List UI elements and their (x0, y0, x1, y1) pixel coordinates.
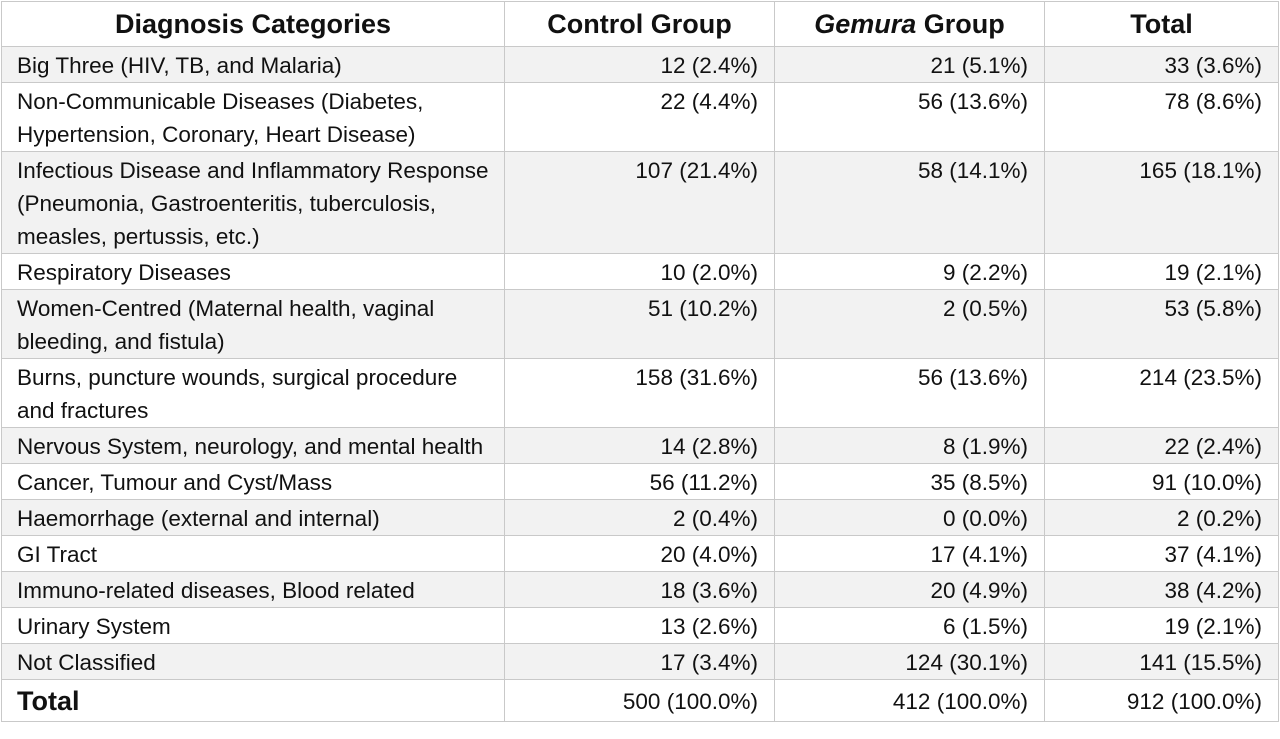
control-cell: 56 (11.2%) (504, 463, 775, 500)
gemura-cell: 9 (2.2%) (774, 253, 1045, 290)
control-cell: 12 (2.4%) (504, 46, 775, 83)
gemura-cell: 58 (14.1%) (774, 151, 1045, 254)
control-cell: 18 (3.6%) (504, 571, 775, 608)
table-row: Nervous System, neurology, and mental he… (1, 427, 1279, 464)
total-control-cell: 500 (100.0%) (504, 679, 775, 722)
gemura-cell: 56 (13.6%) (774, 82, 1045, 152)
total-cell: 37 (4.1%) (1044, 535, 1279, 572)
category-cell: Big Three (HIV, TB, and Malaria) (1, 46, 505, 83)
table-row: Burns, puncture wounds, surgical procedu… (1, 358, 1279, 428)
table-row: Infectious Disease and Inflammatory Resp… (1, 151, 1279, 254)
table-row: Cancer, Tumour and Cyst/Mass 56 (11.2%) … (1, 463, 1279, 500)
category-cell: Women-Centred (Maternal health, vaginal … (1, 289, 505, 359)
total-cell: 19 (2.1%) (1044, 607, 1279, 644)
control-cell: 2 (0.4%) (504, 499, 775, 536)
table-row: Haemorrhage (external and internal) 2 (0… (1, 499, 1279, 536)
table-row: Non-Communicable Diseases (Diabetes, Hyp… (1, 82, 1279, 152)
header-diagnosis-categories: Diagnosis Categories (1, 1, 505, 47)
total-row-label: Total (1, 679, 505, 722)
diagnosis-table: Diagnosis Categories Control Group Gemur… (1, 1, 1279, 722)
header-gemura-group: Gemura Group (774, 1, 1045, 47)
total-cell: 19 (2.1%) (1044, 253, 1279, 290)
category-cell: Not Classified (1, 643, 505, 680)
total-cell: 53 (5.8%) (1044, 289, 1279, 359)
category-cell: Infectious Disease and Inflammatory Resp… (1, 151, 505, 254)
category-cell: Respiratory Diseases (1, 253, 505, 290)
category-cell: Nervous System, neurology, and mental he… (1, 427, 505, 464)
table-row: Not Classified 17 (3.4%) 124 (30.1%) 141… (1, 643, 1279, 680)
gemura-cell: 35 (8.5%) (774, 463, 1045, 500)
total-cell: 22 (2.4%) (1044, 427, 1279, 464)
category-cell: Urinary System (1, 607, 505, 644)
gemura-cell: 2 (0.5%) (774, 289, 1045, 359)
total-cell: 2 (0.2%) (1044, 499, 1279, 536)
control-cell: 158 (31.6%) (504, 358, 775, 428)
control-cell: 20 (4.0%) (504, 535, 775, 572)
gemura-cell: 124 (30.1%) (774, 643, 1045, 680)
total-cell: 38 (4.2%) (1044, 571, 1279, 608)
total-gemura-cell: 412 (100.0%) (774, 679, 1045, 722)
category-cell: Cancer, Tumour and Cyst/Mass (1, 463, 505, 500)
header-row: Diagnosis Categories Control Group Gemur… (1, 1, 1279, 47)
table-row: Urinary System 13 (2.6%) 6 (1.5%) 19 (2.… (1, 607, 1279, 644)
control-cell: 107 (21.4%) (504, 151, 775, 254)
gemura-cell: 20 (4.9%) (774, 571, 1045, 608)
total-total-cell: 912 (100.0%) (1044, 679, 1279, 722)
table-row: Immuno-related diseases, Blood related 1… (1, 571, 1279, 608)
total-cell: 214 (23.5%) (1044, 358, 1279, 428)
table-row: Big Three (HIV, TB, and Malaria) 12 (2.4… (1, 46, 1279, 83)
total-row: Total 500 (100.0%) 412 (100.0%) 912 (100… (1, 679, 1279, 722)
table-row: Women-Centred (Maternal health, vaginal … (1, 289, 1279, 359)
control-cell: 51 (10.2%) (504, 289, 775, 359)
gemura-cell: 6 (1.5%) (774, 607, 1045, 644)
control-cell: 10 (2.0%) (504, 253, 775, 290)
control-cell: 13 (2.6%) (504, 607, 775, 644)
gemura-cell: 21 (5.1%) (774, 46, 1045, 83)
control-cell: 14 (2.8%) (504, 427, 775, 464)
gemura-cell: 56 (13.6%) (774, 358, 1045, 428)
control-cell: 22 (4.4%) (504, 82, 775, 152)
header-gemura-rest: Group (916, 8, 1005, 39)
total-cell: 33 (3.6%) (1044, 46, 1279, 83)
gemura-cell: 0 (0.0%) (774, 499, 1045, 536)
category-cell: Immuno-related diseases, Blood related (1, 571, 505, 608)
header-gemura-italic: Gemura (814, 8, 917, 39)
table-row: Respiratory Diseases 10 (2.0%) 9 (2.2%) … (1, 253, 1279, 290)
total-cell: 91 (10.0%) (1044, 463, 1279, 500)
gemura-cell: 8 (1.9%) (774, 427, 1045, 464)
total-cell: 141 (15.5%) (1044, 643, 1279, 680)
category-cell: Non-Communicable Diseases (Diabetes, Hyp… (1, 82, 505, 152)
header-total: Total (1044, 1, 1279, 47)
category-cell: GI Tract (1, 535, 505, 572)
category-cell: Haemorrhage (external and internal) (1, 499, 505, 536)
header-control-group: Control Group (504, 1, 775, 47)
gemura-cell: 17 (4.1%) (774, 535, 1045, 572)
control-cell: 17 (3.4%) (504, 643, 775, 680)
total-cell: 165 (18.1%) (1044, 151, 1279, 254)
total-cell: 78 (8.6%) (1044, 82, 1279, 152)
category-cell: Burns, puncture wounds, surgical procedu… (1, 358, 505, 428)
table-row: GI Tract 20 (4.0%) 17 (4.1%) 37 (4.1%) (1, 535, 1279, 572)
